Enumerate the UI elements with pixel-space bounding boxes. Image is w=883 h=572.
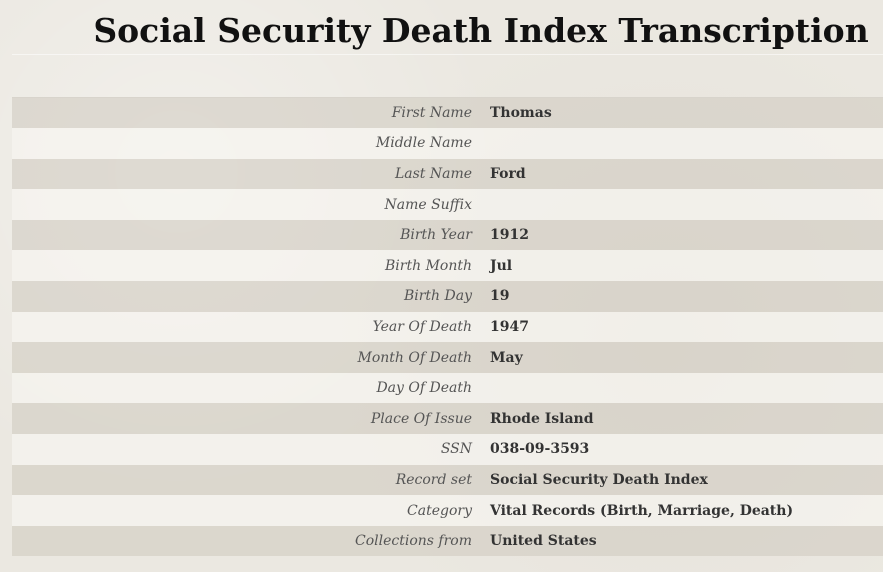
record-row-name-suffix: Name Suffix xyxy=(12,189,883,220)
field-label: SSN xyxy=(440,441,472,458)
record-row-first-name: First Name Thomas xyxy=(12,97,883,129)
record-row-birth-year: Birth Year 1912 xyxy=(12,219,883,251)
field-label: Birth Day xyxy=(403,288,472,305)
record-row-middle-name: Middle Name xyxy=(12,128,883,159)
field-label: Record set xyxy=(395,471,472,488)
field-value: 1947 xyxy=(490,318,529,335)
record-table: First Name Thomas Middle Name Last Name … xyxy=(12,97,883,557)
field-label: Year Of Death xyxy=(372,318,472,335)
field-value: 1912 xyxy=(490,227,529,244)
field-value: 19 xyxy=(490,288,510,305)
field-value: Jul xyxy=(490,257,513,274)
page-title: Social Security Death Index Transcriptio… xyxy=(93,11,869,50)
field-value: 038-09-3593 xyxy=(490,441,590,458)
field-label: Category xyxy=(407,502,472,519)
record-row-category: Category Vital Records (Birth, Marriage,… xyxy=(12,495,883,526)
record-row-record-set: Record set Social Security Death Index xyxy=(12,464,883,496)
field-label: Birth Month xyxy=(385,257,472,274)
record-row-last-name: Last Name Ford xyxy=(12,158,883,190)
field-value: Social Security Death Index xyxy=(490,471,708,488)
field-label: Month Of Death xyxy=(357,349,472,366)
field-value: United States xyxy=(490,533,597,550)
field-value: Vital Records (Birth, Marriage, Death) xyxy=(490,502,794,519)
field-label: Collections from xyxy=(355,533,472,550)
field-label: Day Of Death xyxy=(376,380,472,397)
field-value: Ford xyxy=(490,165,526,182)
record-row-year-of-death: Year Of Death 1947 xyxy=(12,311,883,343)
field-value: Rhode Island xyxy=(490,410,594,427)
record-row-birth-day: Birth Day 19 xyxy=(12,281,883,312)
field-value: Thomas xyxy=(490,105,552,122)
field-value xyxy=(490,128,883,159)
field-label: Place Of Issue xyxy=(370,410,472,427)
record-row-birth-month: Birth Month Jul xyxy=(12,250,883,282)
title-divider xyxy=(12,54,883,55)
record-row-day-of-death: Day Of Death xyxy=(12,372,883,404)
field-label: Last Name xyxy=(394,165,472,182)
field-label: Middle Name xyxy=(375,135,472,152)
record-row-ssn: SSN 038-09-3593 xyxy=(12,434,883,465)
record-row-place-of-issue: Place Of Issue Rhode Island xyxy=(12,403,883,435)
field-label: Birth Year xyxy=(400,227,472,244)
record-row-collections-from: Collections from United States xyxy=(12,525,883,557)
field-value xyxy=(490,373,883,404)
field-value: May xyxy=(490,349,523,366)
field-value xyxy=(490,189,883,220)
field-label: First Name xyxy=(391,105,472,122)
record-row-month-of-death: Month Of Death May xyxy=(12,342,883,373)
field-label: Name Suffix xyxy=(384,196,472,213)
